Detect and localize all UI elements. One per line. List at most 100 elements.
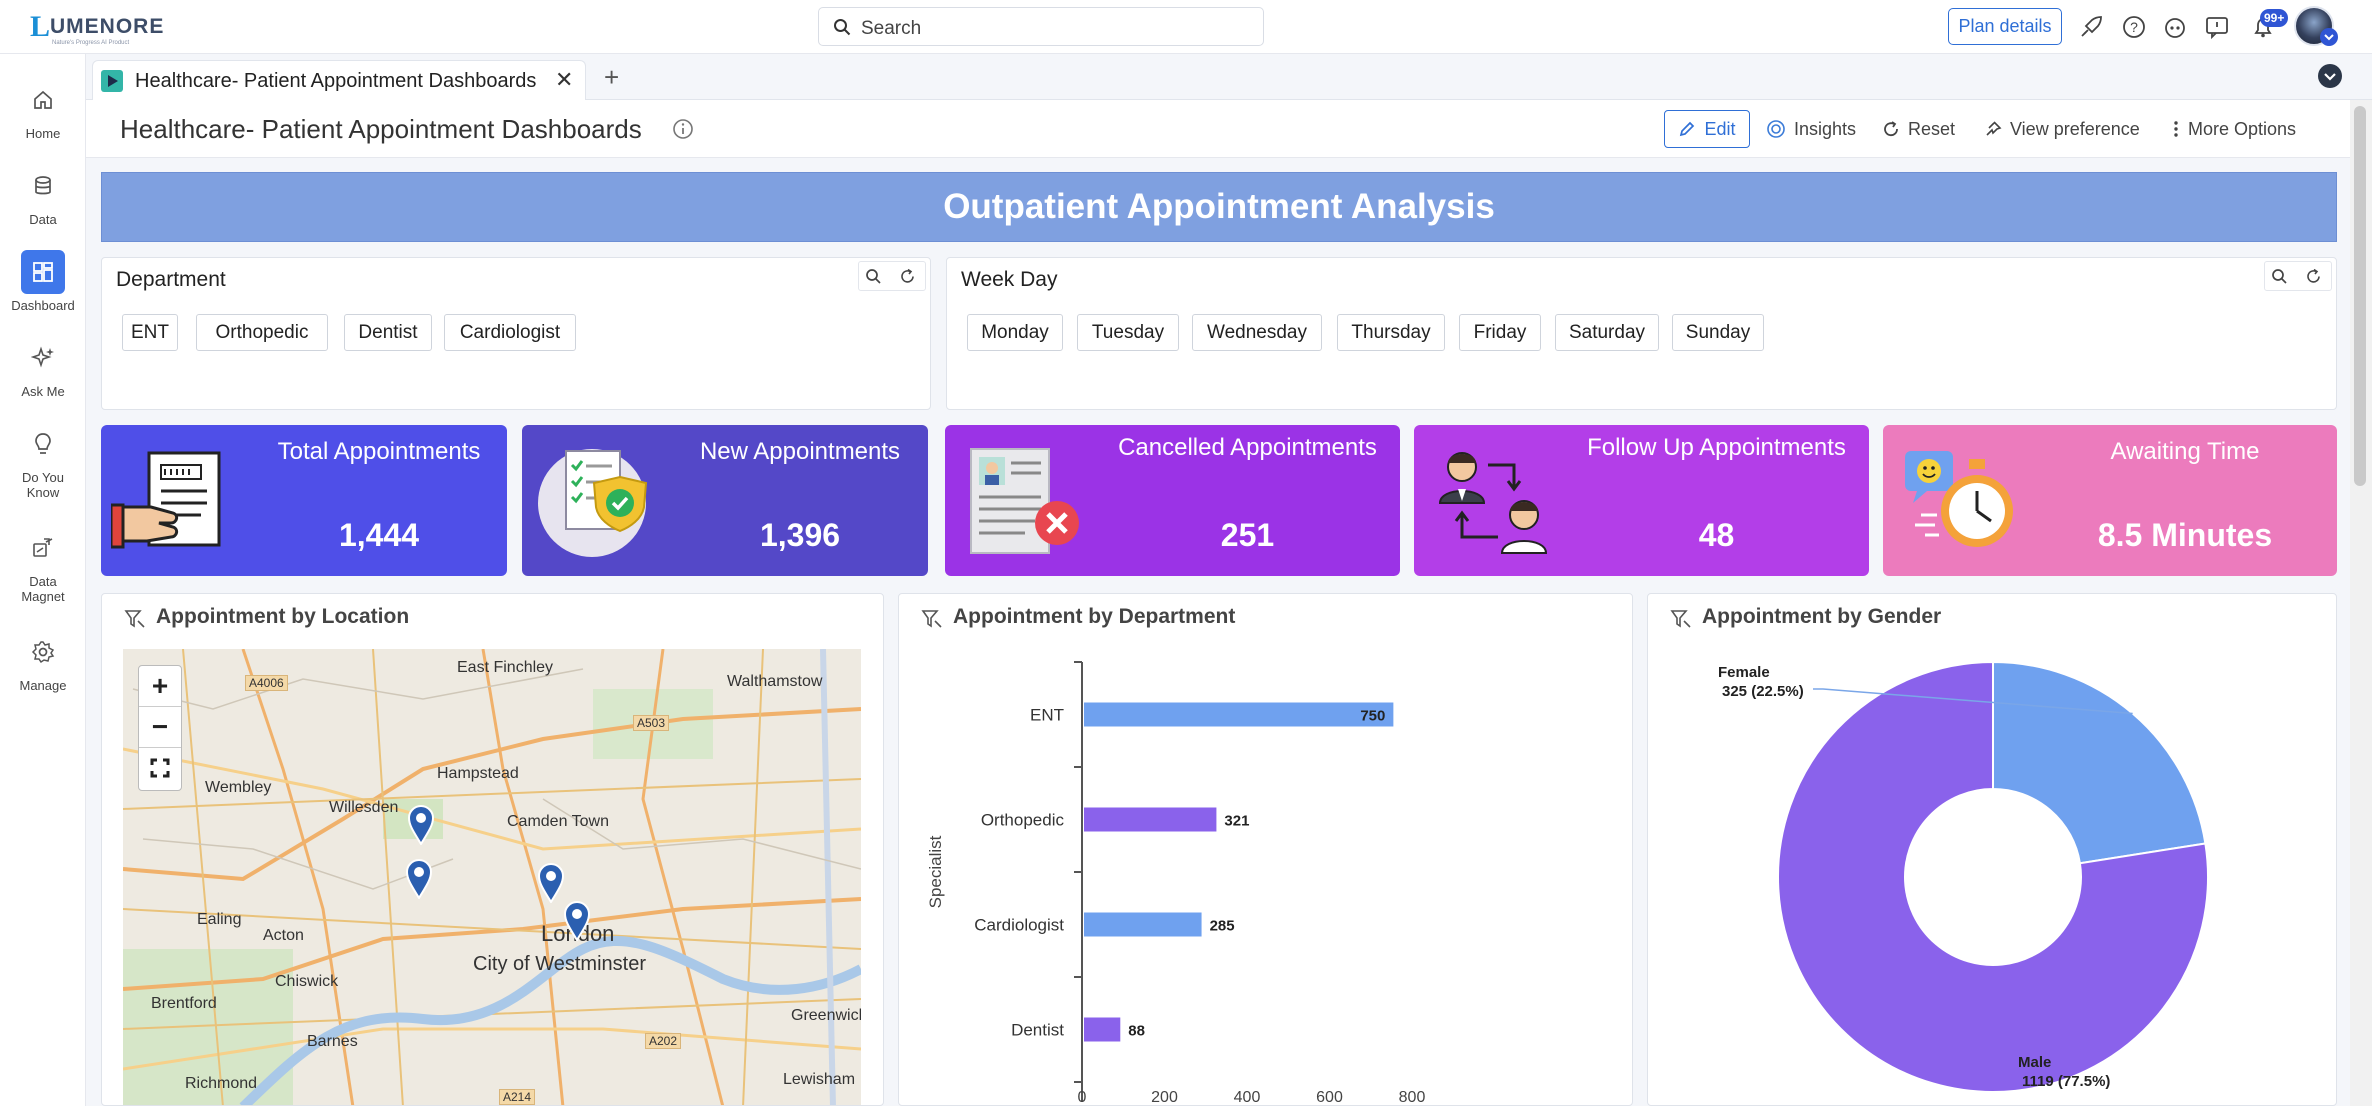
bar-orthopedic[interactable] xyxy=(1084,807,1217,832)
map-pin-icon[interactable] xyxy=(537,863,565,903)
road-label: A202 xyxy=(645,1033,682,1049)
tab-label: Healthcare- Patient Appointment Dashboar… xyxy=(135,70,537,92)
slice-value-label: 325 (22.5%) xyxy=(1722,683,1804,700)
map-label: Richmond xyxy=(185,1075,258,1092)
chevron-down-icon[interactable] xyxy=(2320,28,2338,46)
rocket-icon[interactable] xyxy=(2078,14,2104,40)
fullscreen-button[interactable] xyxy=(139,748,181,789)
search-input[interactable]: Search xyxy=(861,18,922,39)
panel-title: Appointment by Department xyxy=(953,605,1236,628)
feedback-icon[interactable] xyxy=(2204,14,2230,40)
follow-up-people-icon xyxy=(1438,452,1548,554)
sidebar-item-home[interactable]: Home xyxy=(0,78,86,141)
filter-option-dentist[interactable]: Dentist xyxy=(344,314,432,351)
close-icon[interactable]: ✕ xyxy=(555,67,574,92)
info-icon[interactable] xyxy=(672,118,694,140)
filter-option-monday[interactable]: Monday xyxy=(967,314,1063,351)
pencil-icon xyxy=(1680,121,1695,137)
filter-option-tuesday[interactable]: Tuesday xyxy=(1077,314,1179,351)
sidebar-item-ask-me[interactable]: Ask Me xyxy=(0,336,86,399)
sidebar-item-do-you-know[interactable]: Do You Know xyxy=(0,422,86,500)
slice-name-label: Male xyxy=(2018,1054,2051,1071)
filter-option-thursday[interactable]: Thursday xyxy=(1337,314,1445,351)
kebab-icon xyxy=(2174,121,2178,137)
sidebar-item-label: Do You Know xyxy=(22,470,64,500)
edit-button[interactable]: Edit xyxy=(1664,110,1750,148)
filter-option-cardiologist[interactable]: Cardiologist xyxy=(444,314,576,351)
filter-icon[interactable] xyxy=(921,608,943,630)
gear-icon xyxy=(31,641,55,664)
zoom-in-button[interactable]: + xyxy=(139,666,181,707)
leader-line xyxy=(1962,1033,2010,1075)
data-label: 285 xyxy=(1210,918,1235,935)
slice-value-label: 1119 (77.5%) xyxy=(2022,1073,2110,1090)
insights-button[interactable]: Insights xyxy=(1766,110,1856,148)
view-preference-button[interactable]: View preference xyxy=(1984,110,2140,148)
panel-appointment-by-location: Appointment by Location + − East Finchle… xyxy=(101,593,884,1106)
reset-button[interactable]: Reset xyxy=(1882,110,1955,148)
x-tick-label: 0 xyxy=(1078,1089,1087,1106)
app-logo[interactable]: L UMENORE Nature's Progress AI Product xyxy=(28,10,163,46)
location-map[interactable]: + − East Finchley Walthamstow Hampstead … xyxy=(123,649,861,1105)
bot-icon[interactable] xyxy=(2162,14,2188,40)
kpi-value: 1,444 xyxy=(338,517,420,553)
home-icon xyxy=(34,90,52,109)
tab-menu-button[interactable] xyxy=(2318,64,2342,88)
map-pin-icon[interactable] xyxy=(405,859,433,899)
slice-female[interactable] xyxy=(1992,660,2207,865)
sidebar-item-label: Ask Me xyxy=(21,384,65,399)
bar-cardiologist[interactable] xyxy=(1084,912,1202,937)
map-label: Ealing xyxy=(197,911,242,928)
filter-option-orthopedic[interactable]: Orthopedic xyxy=(196,314,328,351)
sidebar-item-dashboard[interactable]: Dashboard xyxy=(0,250,86,313)
zoom-out-button[interactable]: − xyxy=(139,707,181,748)
slice-name-label: Female xyxy=(1718,664,1770,681)
search-icon[interactable] xyxy=(2271,268,2288,285)
slice-male[interactable] xyxy=(1777,660,2209,1093)
filter-option-wednesday[interactable]: Wednesday xyxy=(1192,314,1322,351)
kpi-follow-up-appointments: Follow Up Appointments 48 xyxy=(1414,425,1869,576)
sidebar-item-data[interactable]: Data xyxy=(0,164,86,227)
help-icon[interactable]: ? xyxy=(2121,14,2147,40)
scrollbar-thumb[interactable] xyxy=(2354,106,2366,486)
department-filter: Department ENT Orthopedic Dentist Cardio… xyxy=(101,257,931,410)
sidebar-item-data-magnet[interactable]: Data Magnet xyxy=(0,526,86,604)
sidebar-item-manage[interactable]: Manage xyxy=(0,630,86,693)
map-label: Chiswick xyxy=(275,973,339,990)
kpi-total-appointments: Total Appointments 1,444 xyxy=(101,425,507,576)
bar-ent[interactable] xyxy=(1084,702,1394,727)
filter-option-friday[interactable]: Friday xyxy=(1459,314,1541,351)
dashboard-icon xyxy=(33,262,53,282)
tab-bar: Healthcare- Patient Appointment Dashboar… xyxy=(86,54,2372,100)
filter-icon[interactable] xyxy=(1670,608,1692,630)
map-pin-icon[interactable] xyxy=(407,805,435,845)
reset-icon[interactable] xyxy=(899,268,916,285)
filter-icon[interactable] xyxy=(124,608,146,630)
map-label: Walthamstow xyxy=(727,673,823,690)
tab-dashboard[interactable]: Healthcare- Patient Appointment Dashboar… xyxy=(92,60,586,100)
filter-option-saturday[interactable]: Saturday xyxy=(1555,314,1659,351)
map-pin-icon[interactable] xyxy=(563,901,591,941)
kpi-label: Total Appointments xyxy=(277,438,481,465)
add-tab-button[interactable]: + xyxy=(604,62,620,92)
filter-option-ent[interactable]: ENT xyxy=(122,314,178,351)
sidebar-item-label: Home xyxy=(25,126,61,141)
filter-title: Week Day xyxy=(961,268,1058,291)
filter-option-sunday[interactable]: Sunday xyxy=(1672,314,1764,351)
data-label: 88 xyxy=(1128,1023,1145,1040)
pin-icon xyxy=(1986,121,2002,136)
reset-icon[interactable] xyxy=(2305,268,2322,285)
plan-details-button[interactable]: Plan details xyxy=(1948,8,2062,45)
logo-tagline: Nature's Progress AI Product xyxy=(52,40,130,46)
kpi-value: 8.5 Minutes xyxy=(2097,517,2273,553)
edit-label: Edit xyxy=(1704,118,1736,139)
logo-text: UMENORE xyxy=(50,15,165,38)
bar-dentist[interactable] xyxy=(1084,1017,1121,1042)
panel-title: Appointment by Location xyxy=(156,605,410,628)
search-icon[interactable] xyxy=(865,268,882,285)
more-options-button[interactable]: More Options xyxy=(2172,110,2296,148)
road-label: A4006 xyxy=(245,675,288,691)
search-bar[interactable]: Search xyxy=(818,7,1264,46)
panel-appointment-by-gender: Appointment by Gender Female 325 (22.5%) M… xyxy=(1647,593,2337,1106)
weekday-filter: Week Day Monday Tuesday Wednesday Thursd… xyxy=(946,257,2337,410)
